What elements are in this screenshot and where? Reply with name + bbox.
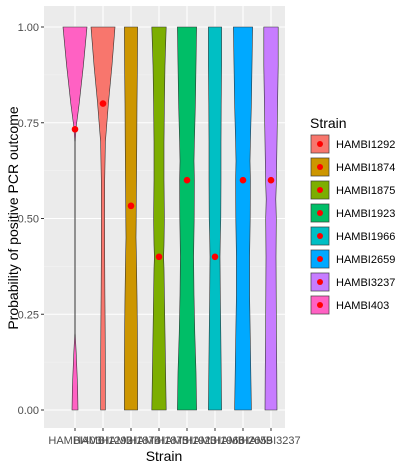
mean-point-HAMBI3237 — [267, 176, 275, 184]
legend-label: HAMBI1874 — [336, 162, 395, 174]
violin-HAMBI403 — [62, 26, 88, 411]
violin-HAMBI1875 — [151, 26, 167, 411]
legend: Strain HAMBI1292 HAMBI1874 HAMBI1875 HAMBI1… — [310, 115, 395, 315]
violins — [62, 26, 279, 411]
legend-item-HAMBI3237: HAMBI3237 — [310, 272, 395, 292]
violin-HAMBI1966 — [208, 26, 222, 411]
y-tick-label: 0.75 — [18, 118, 39, 130]
x-tick-label: HAMBI1966 — [185, 435, 244, 447]
x-tick-label: HAMBI3237 — [241, 435, 300, 447]
legend-label: HAMBI1923 — [336, 208, 395, 220]
legend-mean-dot — [317, 233, 323, 239]
legend-item-HAMBI1875: HAMBI1875 — [310, 180, 395, 200]
legend-item-HAMBI1874: HAMBI1874 — [310, 157, 395, 177]
violin-HAMBI3237 — [263, 26, 279, 411]
legend-mean-dot — [317, 279, 323, 285]
legend-item-HAMBI1292: HAMBI1292 — [310, 134, 395, 154]
legend-label: HAMBI403 — [336, 300, 389, 312]
y-axis-ticks: 0.00 0.25 0.50 0.75 1.00 — [18, 22, 44, 417]
mean-point-HAMBI1874 — [127, 202, 135, 210]
legend-label: HAMBI3237 — [336, 277, 395, 289]
legend-item-HAMBI403: HAMBI403 — [310, 295, 389, 315]
legend-item-HAMBI2659: HAMBI2659 — [310, 249, 395, 269]
x-tick-label: HAMBI403 — [48, 435, 101, 447]
legend-mean-dot — [317, 187, 323, 193]
violin-HAMBI1874 — [124, 26, 138, 411]
y-tick-label: 0.00 — [18, 405, 39, 417]
y-axis-title: Probability of positive PCR outcome — [5, 106, 21, 330]
mean-point-HAMBI1292 — [99, 100, 107, 107]
legend-mean-dot — [317, 210, 323, 216]
x-tick-label: HAMBI1923 — [157, 435, 216, 447]
legend-label: HAMBI1292 — [336, 139, 395, 151]
legend-item-HAMBI1966: HAMBI1966 — [310, 226, 395, 246]
legend-mean-dot — [317, 302, 323, 308]
legend-label: HAMBI1875 — [336, 185, 395, 197]
x-tick-label: HAMBI2659 — [213, 435, 272, 447]
mean-point-HAMBI1875 — [155, 253, 163, 261]
mean-point-HAMBI1966 — [211, 253, 219, 261]
mean-markers — [71, 100, 275, 261]
x-axis-ticks: HAMBI403HAMBI1292HAMBI1874HAMBI1875HAMBI… — [48, 428, 301, 447]
legend-title: Strain — [310, 115, 347, 131]
y-tick-label: 0.50 — [18, 214, 39, 226]
mean-point-HAMBI1923 — [183, 176, 191, 184]
y-tick-label: 1.00 — [18, 22, 39, 34]
legend-mean-dot — [317, 164, 323, 170]
x-tick-label: HAMBI1875 — [129, 435, 188, 447]
legend-mean-dot — [317, 141, 323, 147]
legend-label: HAMBI1966 — [336, 231, 395, 243]
x-tick-label: HAMBI1874 — [101, 435, 160, 447]
y-tick-label: 0.25 — [18, 309, 39, 321]
violin-HAMBI2659 — [233, 26, 253, 411]
violin-HAMBI1292 — [90, 26, 116, 411]
legend-item-HAMBI1923: HAMBI1923 — [310, 203, 395, 223]
violin-HAMBI1923 — [177, 26, 197, 411]
mean-point-HAMBI2659 — [239, 176, 247, 184]
x-tick-label: HAMBI1292 — [73, 435, 132, 447]
mean-point-HAMBI403 — [71, 125, 79, 133]
legend-mean-dot — [317, 256, 323, 262]
legend-label: HAMBI2659 — [336, 254, 395, 266]
x-axis-title: Strain — [146, 448, 183, 464]
